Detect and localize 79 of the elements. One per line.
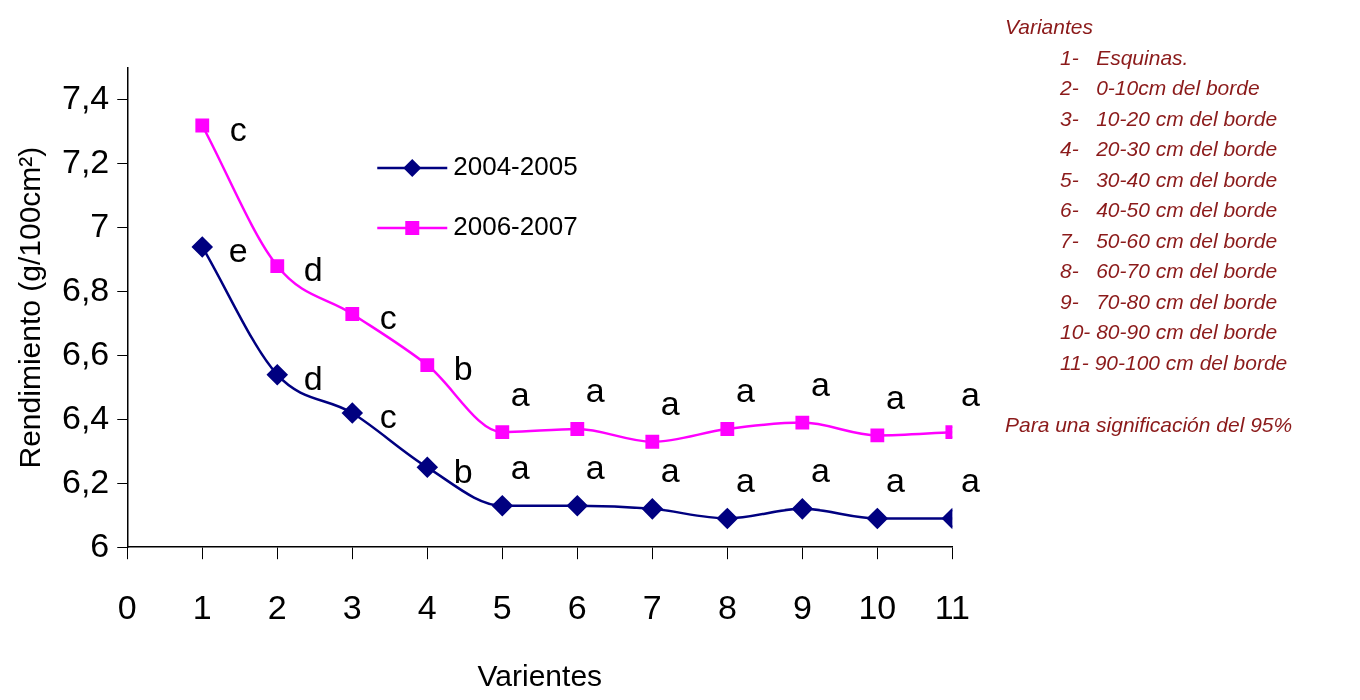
y-tick-label: 7,2 [62, 142, 110, 181]
text: 3- 10-20 cm del borde [1059, 105, 1279, 132]
point [792, 498, 813, 520]
text: 11- 90-100 cm del borde [1059, 349, 1289, 376]
annotation: c [379, 298, 397, 337]
point [342, 402, 363, 424]
text: 7- 50-60 cm del borde [1059, 227, 1279, 254]
x-tick-label: 1 [192, 587, 212, 626]
y-axis-title: Rendimiento (g/100cm²) [13, 146, 47, 469]
point [720, 422, 735, 436]
annotation: a [810, 451, 830, 490]
point [870, 428, 885, 443]
y-tick-label: 6,4 [62, 397, 110, 436]
annotation: b [453, 451, 473, 490]
y-tick-label: 6,6 [62, 333, 110, 372]
x-tick-label: 9 [792, 587, 812, 626]
annotation: a [810, 364, 830, 403]
annotation: a [885, 460, 905, 499]
annotation: a [885, 377, 905, 416]
text: 8- 60-70 cm del borde [1059, 258, 1279, 284]
point [570, 422, 585, 436]
annotation: c [379, 397, 397, 436]
text: 2- 0-10cm del borde [1059, 75, 1261, 101]
point [495, 425, 510, 440]
point [417, 457, 438, 478]
y-tick-label: 7 [90, 206, 110, 245]
text: 10- 80-90 cm del borde [1059, 319, 1279, 345]
text: 6- 40-50 cm del borde [1059, 197, 1279, 223]
text: 5- 30-40 cm del borde [1059, 166, 1279, 193]
point [867, 508, 888, 529]
point [420, 358, 435, 373]
annotation: d [303, 250, 323, 289]
annotation: b [453, 349, 473, 388]
x-tick-label: 7 [642, 587, 662, 626]
x-tick-label: 6 [567, 587, 587, 626]
x-tick-label: 0 [117, 587, 137, 626]
y-tick-label: 6,8 [62, 270, 110, 308]
y-tick-label: 6,2 [62, 461, 110, 500]
point [192, 236, 213, 258]
annotation: a [510, 374, 530, 413]
point [795, 415, 810, 430]
point [717, 508, 738, 529]
x-tick-label: 4 [417, 587, 437, 626]
annotation: a [735, 460, 755, 499]
text: 1- Esquinas. [1059, 44, 1190, 71]
x-tick-label: 10 [858, 587, 897, 626]
point [267, 364, 288, 385]
annotation: a [960, 460, 980, 499]
y-tick-label: 7,4 [62, 78, 110, 117]
x-tick-label: 2 [267, 587, 287, 626]
x-tick-label: 11 [934, 587, 970, 626]
point [567, 495, 588, 516]
point [492, 495, 513, 516]
x-tick-label: 8 [717, 587, 737, 626]
legend-label: 2006-2007 [453, 211, 578, 242]
legend-label: 2004-2005 [453, 151, 578, 182]
point [195, 118, 210, 133]
point [642, 498, 663, 520]
x-tick-label: 5 [492, 587, 512, 626]
annotation: c [229, 109, 247, 148]
text: 9- 70-80 cm del borde [1059, 288, 1279, 315]
point [270, 259, 285, 273]
annotation: a [735, 371, 755, 410]
annotation: a [660, 384, 680, 423]
point [345, 307, 360, 321]
annotation: a [960, 374, 980, 413]
x-axis-title: Varientes [477, 659, 603, 693]
point [645, 434, 660, 449]
annotation: d [303, 359, 323, 398]
annotation: e [228, 231, 248, 270]
text: 4- 20-30 cm del borde [1059, 136, 1279, 162]
x-tick-label: 3 [342, 587, 362, 626]
annotation: a [510, 448, 530, 487]
annotation: a [585, 448, 605, 487]
annotation: a [585, 371, 605, 410]
annotation: a [660, 451, 680, 490]
y-tick-label: 6 [90, 525, 110, 564]
text: Variantes [1005, 14, 1094, 40]
text: Para una significación del 95% [1005, 412, 1294, 438]
